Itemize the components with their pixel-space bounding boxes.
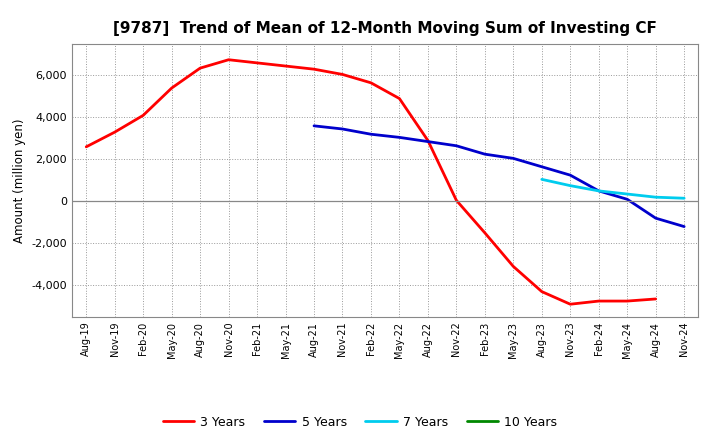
5 Years bbox=[509, 156, 518, 161]
3 Years bbox=[167, 85, 176, 91]
3 Years bbox=[196, 66, 204, 71]
Line: 5 Years: 5 Years bbox=[314, 126, 684, 227]
3 Years bbox=[253, 60, 261, 66]
7 Years bbox=[537, 177, 546, 182]
3 Years bbox=[338, 72, 347, 77]
3 Years bbox=[395, 96, 404, 101]
5 Years bbox=[395, 135, 404, 140]
7 Years bbox=[595, 188, 603, 194]
5 Years bbox=[623, 197, 631, 202]
5 Years bbox=[423, 139, 432, 144]
5 Years bbox=[537, 164, 546, 169]
Y-axis label: Amount (million yen): Amount (million yen) bbox=[13, 118, 26, 242]
3 Years bbox=[282, 63, 290, 69]
3 Years bbox=[509, 264, 518, 269]
5 Years bbox=[680, 224, 688, 229]
3 Years bbox=[452, 198, 461, 203]
3 Years bbox=[566, 301, 575, 307]
5 Years bbox=[366, 132, 375, 137]
Legend: 3 Years, 5 Years, 7 Years, 10 Years: 3 Years, 5 Years, 7 Years, 10 Years bbox=[158, 411, 562, 434]
3 Years bbox=[623, 298, 631, 304]
3 Years bbox=[595, 298, 603, 304]
3 Years bbox=[480, 230, 489, 235]
Line: 7 Years: 7 Years bbox=[541, 180, 684, 198]
7 Years bbox=[652, 194, 660, 200]
3 Years bbox=[82, 144, 91, 150]
3 Years bbox=[310, 66, 318, 72]
5 Years bbox=[595, 188, 603, 194]
3 Years bbox=[537, 289, 546, 294]
7 Years bbox=[680, 196, 688, 201]
3 Years bbox=[366, 80, 375, 85]
7 Years bbox=[566, 183, 575, 188]
5 Years bbox=[338, 126, 347, 132]
5 Years bbox=[310, 123, 318, 128]
5 Years bbox=[566, 172, 575, 178]
3 Years bbox=[652, 296, 660, 301]
5 Years bbox=[652, 216, 660, 221]
3 Years bbox=[110, 129, 119, 135]
3 Years bbox=[139, 113, 148, 118]
7 Years bbox=[623, 191, 631, 197]
3 Years bbox=[225, 57, 233, 62]
3 Years bbox=[423, 138, 432, 143]
Line: 3 Years: 3 Years bbox=[86, 60, 656, 304]
Title: [9787]  Trend of Mean of 12-Month Moving Sum of Investing CF: [9787] Trend of Mean of 12-Month Moving … bbox=[113, 21, 657, 36]
5 Years bbox=[452, 143, 461, 148]
5 Years bbox=[480, 151, 489, 157]
